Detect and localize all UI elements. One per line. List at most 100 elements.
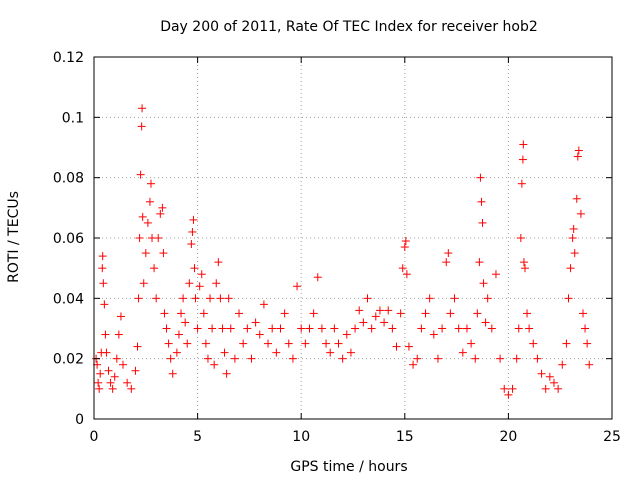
data-point [380,318,389,327]
data-point [554,384,563,393]
data-point [104,366,113,375]
data-point [585,360,594,369]
data-point [402,270,411,279]
data-point [454,324,463,333]
data-point [174,330,183,339]
data-point [576,209,585,218]
data-point [162,324,171,333]
data-point [573,152,582,161]
data-points [92,104,594,399]
x-tick-label: 20 [499,429,517,445]
data-point [108,384,117,393]
data-point [133,342,142,351]
data-point [417,324,426,333]
x-tick-label: 15 [396,429,414,445]
data-point [272,348,281,357]
data-point [96,369,105,378]
y-axis-label: ROTI / TECUs [6,191,22,283]
data-point [131,366,140,375]
data-point [481,318,490,327]
data-point [371,312,380,321]
x-axis-label: GPS time / hours [290,459,407,475]
data-point [143,218,152,227]
data-point [338,354,347,363]
data-point [247,354,256,363]
data-point [342,330,351,339]
data-point [313,273,322,282]
data-point [491,270,500,279]
data-point [95,384,104,393]
data-point [288,354,297,363]
data-point [168,369,177,378]
data-point [226,324,235,333]
data-point [179,294,188,303]
data-point [516,234,525,242]
data-point [476,173,485,182]
data-point [569,224,578,233]
data-point [413,354,422,363]
axes-layer: 0 5 10 15 20 25 0 0.02 0.04 0.06 0.08 0.1 0.12 [53,50,621,445]
data-point [558,360,567,369]
data-point [212,279,221,288]
data-point [479,279,488,288]
data-point [409,360,418,369]
data-point [138,212,147,221]
data-point [421,309,430,318]
data-point [297,324,306,333]
data-point [520,264,529,273]
data-point [477,197,486,206]
data-point [504,390,513,399]
data-point [533,354,542,363]
data-point [134,294,143,303]
data-point [537,369,546,378]
data-point [566,264,575,273]
data-point [512,354,521,363]
data-point [487,324,496,333]
data-point [442,258,451,267]
data-point [188,227,197,236]
data-point [583,339,592,348]
data-point [259,300,268,309]
data-point [475,258,484,267]
data-point [106,378,115,387]
data-point [216,294,225,303]
data-point [235,309,244,318]
data-point [572,194,581,203]
data-point [322,339,331,348]
data-point [264,339,273,348]
data-point [94,378,103,387]
data-point [500,384,509,393]
data-point [158,203,167,212]
data-point [438,324,447,333]
data-point [496,354,505,363]
data-point [208,324,217,333]
data-point [135,234,144,242]
data-point [398,264,407,273]
data-point [519,140,528,149]
data-point [203,354,212,363]
data-point [197,270,206,279]
data-point [375,306,384,315]
data-point [478,218,487,227]
data-point [156,209,165,218]
data-point [191,294,200,303]
data-point [230,354,239,363]
data-point [201,339,210,348]
data-point [99,279,108,288]
data-point [185,279,194,288]
data-point [444,249,453,258]
data-point [334,339,343,348]
data-point [166,354,175,363]
data-point [330,324,339,333]
data-point [127,384,136,393]
data-point [549,378,558,387]
data-point [189,215,198,224]
data-point [172,348,181,357]
data-point [574,146,583,155]
data-point [199,309,208,318]
data-point [280,309,289,318]
data-point [137,122,146,131]
data-point [123,378,132,387]
data-point [446,309,455,318]
